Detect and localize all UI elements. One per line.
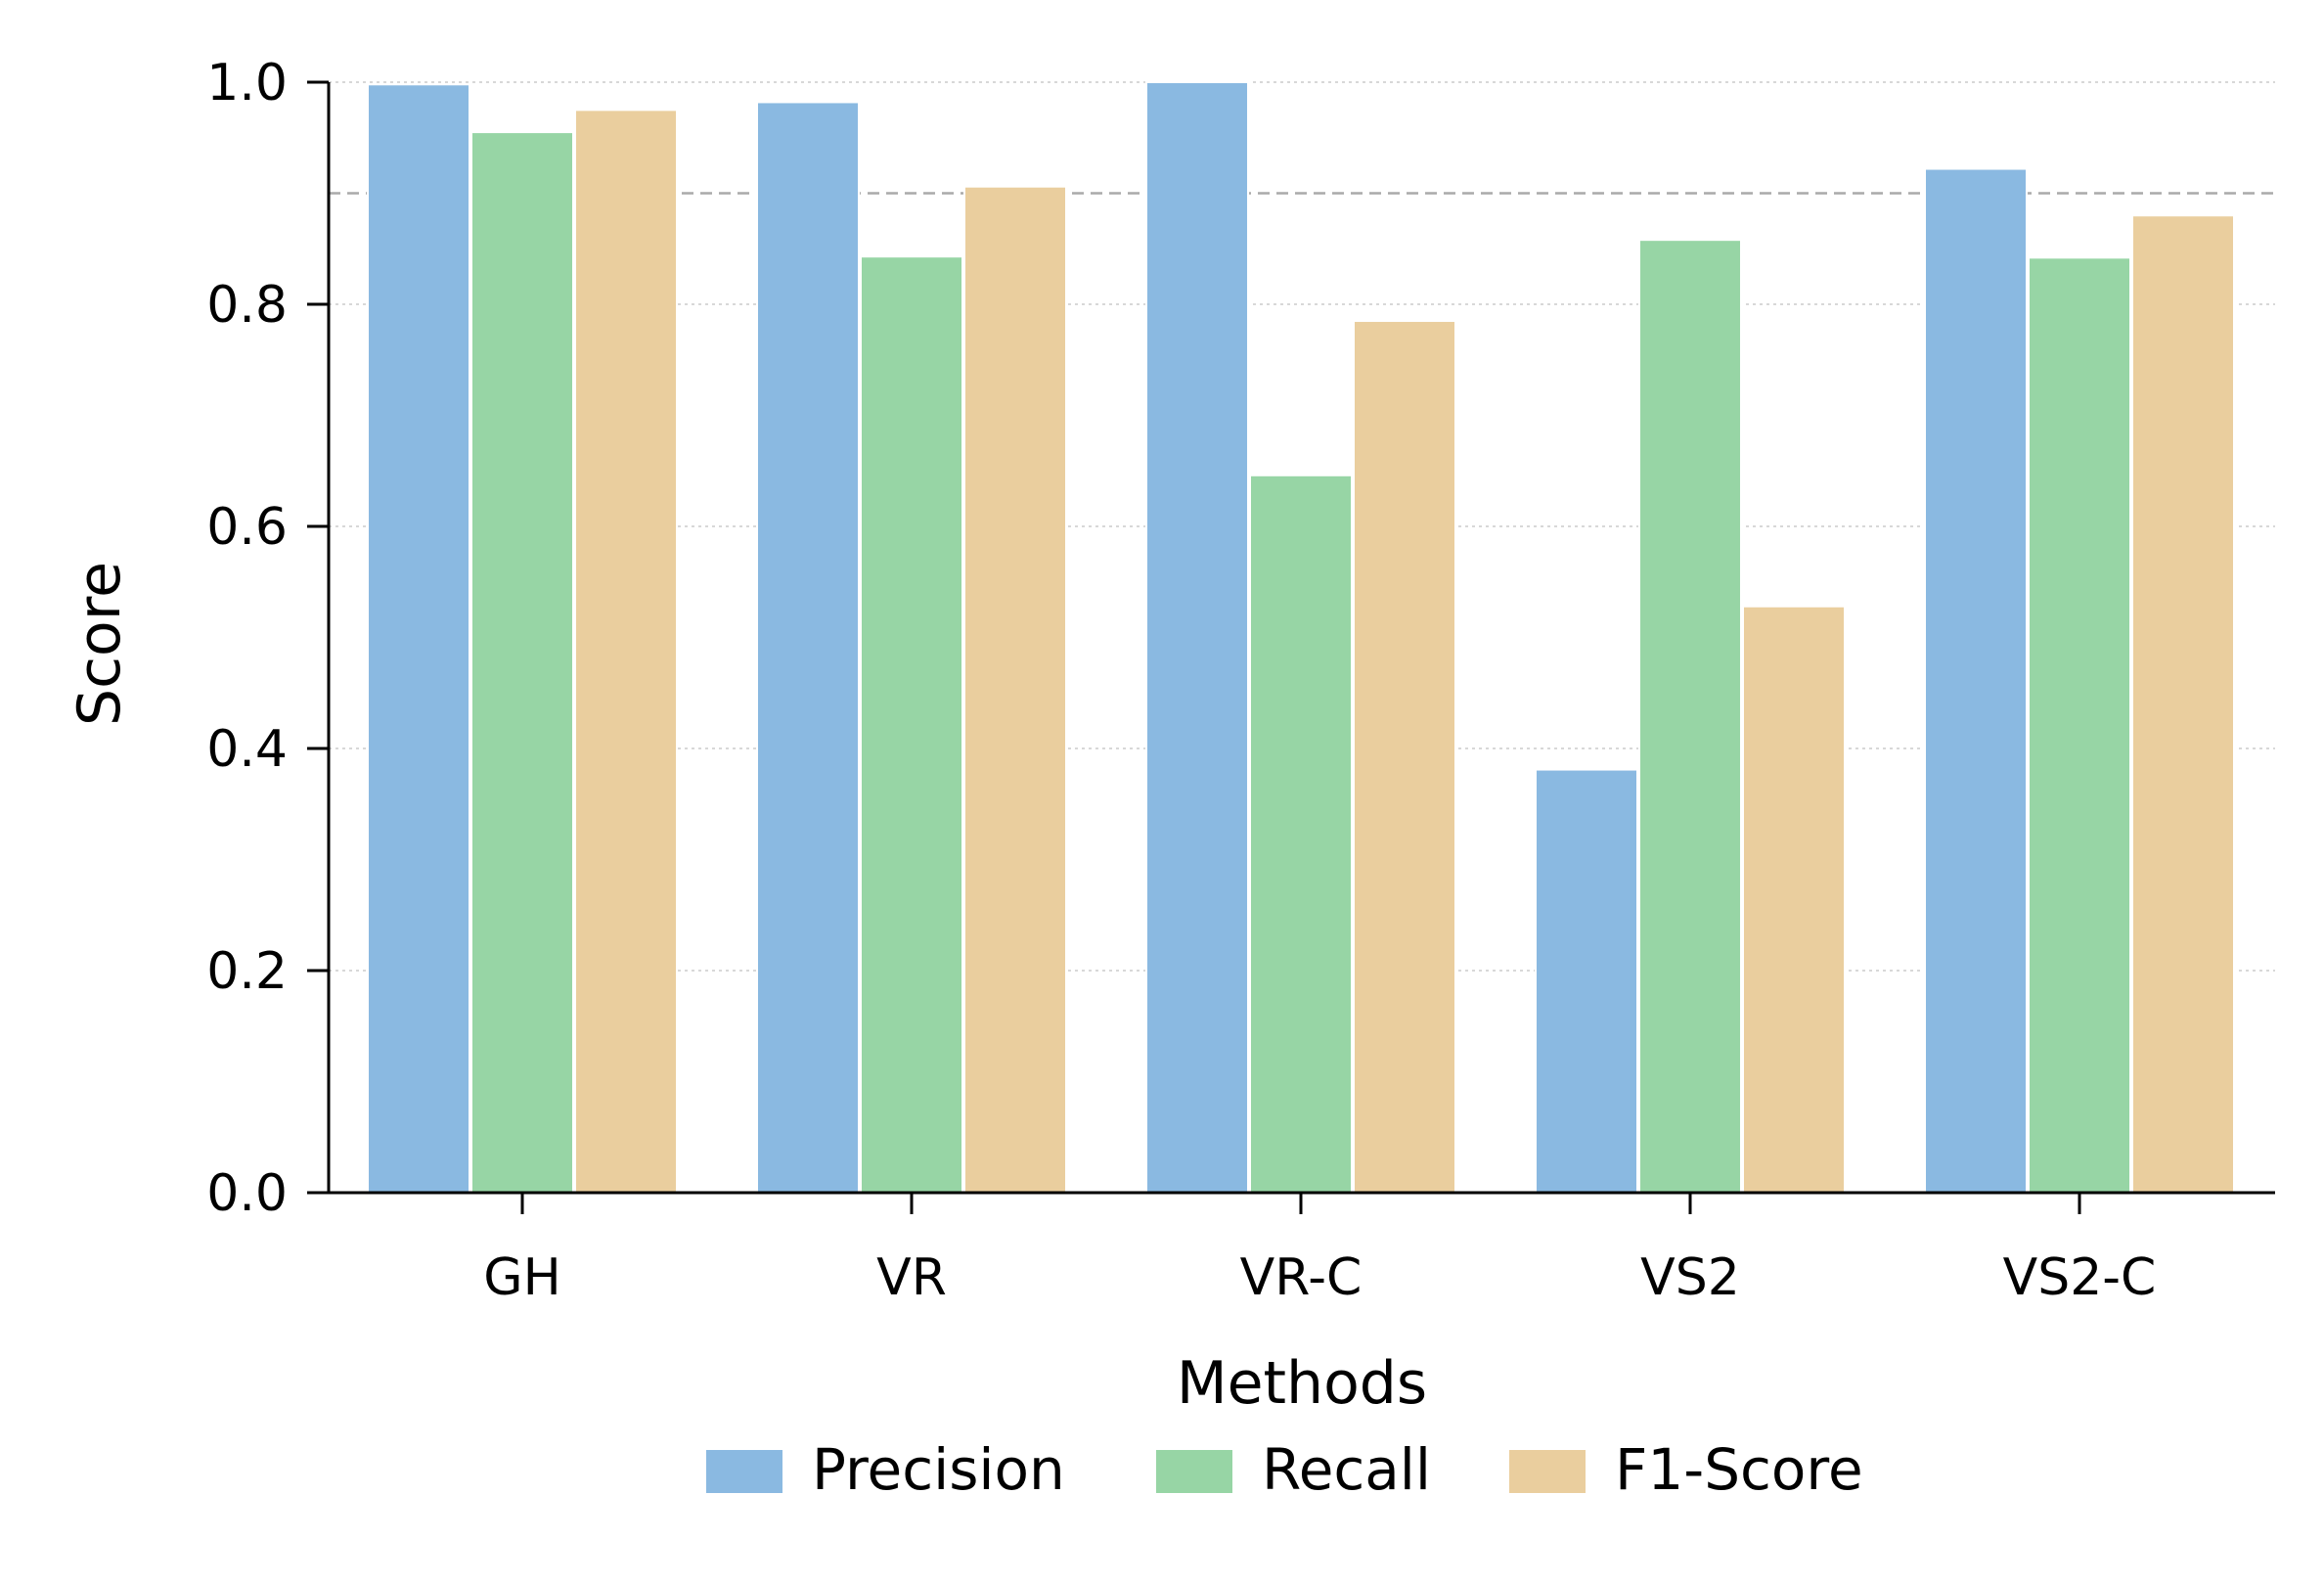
y-ticks-layer: 0.0 0.2 0.4 0.6 0.8 1.0 xyxy=(206,54,329,1223)
legend-label: F1-Score xyxy=(1615,1436,1863,1503)
bar-recall-vs2 xyxy=(1638,239,1742,1195)
bar-recall-gh xyxy=(470,131,574,1195)
legend-swatch xyxy=(706,1450,782,1493)
bar-precision-vr-c xyxy=(1145,81,1249,1194)
x-tick-label: GH xyxy=(483,1248,560,1307)
legend: Precision Recall F1-Score xyxy=(706,1436,1863,1503)
x-tick-label: VS2 xyxy=(1640,1248,1740,1307)
legend-swatch xyxy=(1509,1450,1586,1493)
bar-recall-vr-c xyxy=(1249,474,1353,1195)
y-tick-label: 0.4 xyxy=(206,720,288,779)
y-tick-label: 1.0 xyxy=(206,54,288,113)
bar-precision-vs2 xyxy=(1535,768,1638,1194)
bar-f1-score-vr-c xyxy=(1353,320,1456,1194)
x-tick-label: VS2-C xyxy=(2003,1248,2157,1307)
bars-layer xyxy=(367,81,2235,1195)
y-tick-label: 0.8 xyxy=(206,276,288,335)
bar-f1-score-vs2 xyxy=(1742,605,1846,1194)
y-tick-label: 0.0 xyxy=(206,1164,288,1223)
bar-f1-score-vr xyxy=(963,185,1067,1195)
legend-label: Precision xyxy=(812,1436,1065,1503)
x-ticks-layer: GH VR VR-C VS2 VS2-C xyxy=(483,1193,2156,1307)
bar-precision-vr xyxy=(756,101,860,1194)
y-tick-label: 0.6 xyxy=(206,498,288,557)
x-axis-title: Methods xyxy=(1177,1349,1427,1418)
bar-recall-vs2-c xyxy=(2028,256,2131,1194)
legend-label: Recall xyxy=(1262,1436,1431,1503)
y-tick-label: 0.2 xyxy=(206,942,288,1001)
x-tick-label: VR xyxy=(876,1248,947,1307)
bar-precision-vs2-c xyxy=(1924,167,2028,1194)
x-tick-label: VR-C xyxy=(1240,1248,1363,1307)
y-axis-title: Score xyxy=(66,562,134,726)
bar-f1-score-gh xyxy=(574,109,678,1194)
bar-f1-score-vs2-c xyxy=(2131,214,2235,1194)
bar-recall-vr xyxy=(860,255,963,1194)
legend-swatch xyxy=(1156,1450,1232,1493)
bar-precision-gh xyxy=(367,83,470,1194)
